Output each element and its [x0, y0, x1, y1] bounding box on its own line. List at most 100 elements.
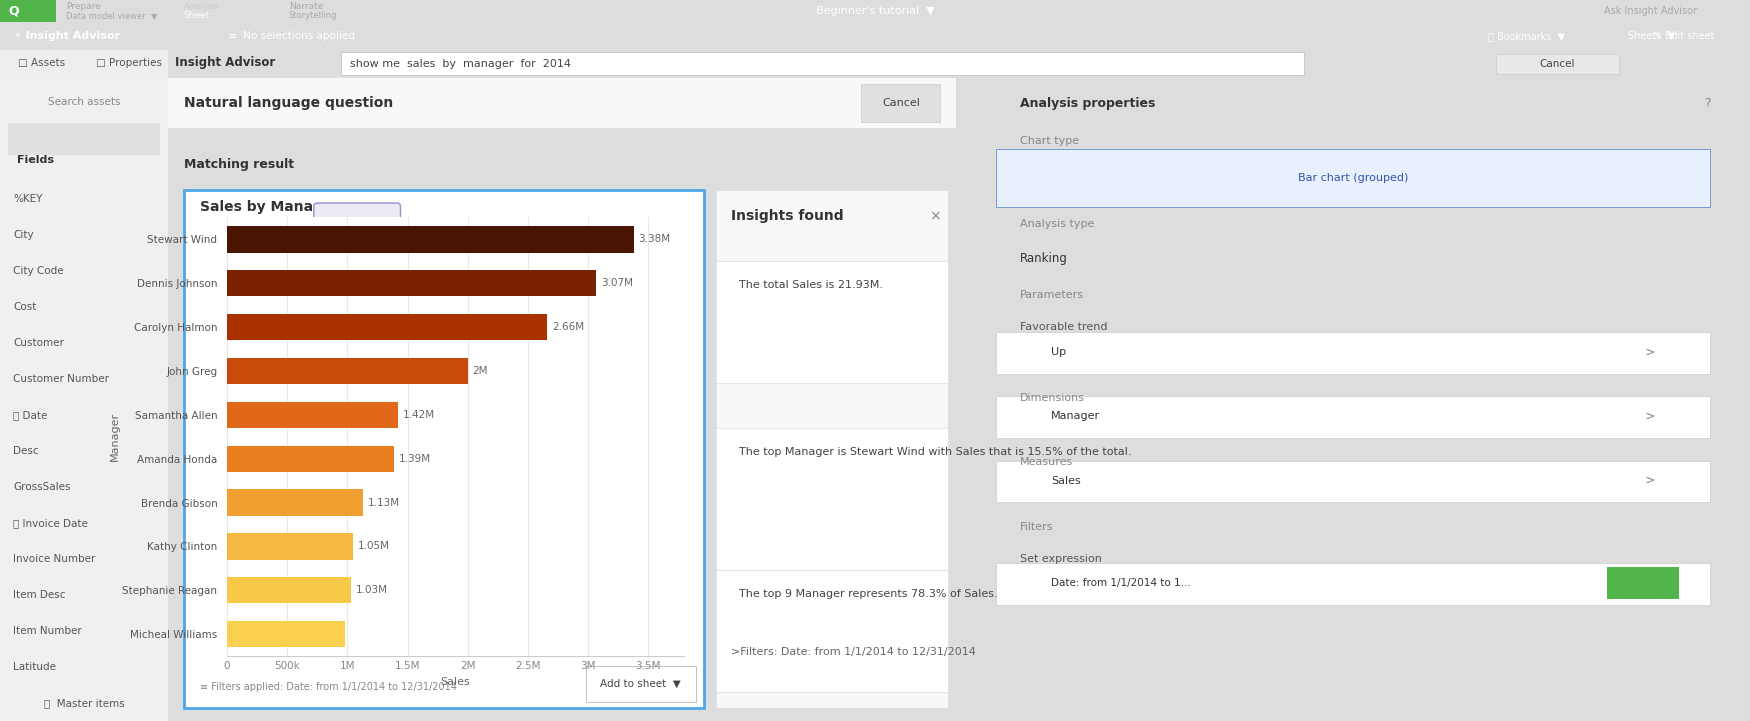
FancyBboxPatch shape	[716, 570, 949, 691]
FancyBboxPatch shape	[184, 190, 704, 708]
Text: 1.39M: 1.39M	[399, 454, 430, 464]
Text: Invoice Number: Invoice Number	[14, 554, 96, 564]
Text: 🔗  Master items: 🔗 Master items	[44, 698, 124, 708]
Bar	[1606, 567, 1678, 599]
Text: >: >	[1645, 474, 1656, 487]
Text: Item Desc: Item Desc	[14, 590, 66, 600]
Text: □ Assets: □ Assets	[18, 58, 65, 68]
Text: ⚡ Insight Advisor: ⚡ Insight Advisor	[14, 31, 121, 41]
Text: 3.38M: 3.38M	[639, 234, 670, 244]
Text: Data model viewer  ▼: Data model viewer ▼	[66, 12, 158, 20]
Text: City Code: City Code	[14, 266, 65, 275]
Text: Ranking: Ranking	[336, 217, 378, 227]
Text: Item Number: Item Number	[14, 626, 82, 636]
Text: The top 9 Manager represents 78.3% of Sales.: The top 9 Manager represents 78.3% of Sa…	[738, 589, 998, 599]
Text: Insight Advisor: Insight Advisor	[175, 56, 275, 69]
Bar	[228, 577, 352, 603]
Text: Cancel: Cancel	[882, 98, 920, 108]
Text: 1.05M: 1.05M	[359, 541, 390, 552]
Text: The top Manager is Stewart Wind with Sales that is 15.5% of the total.: The top Manager is Stewart Wind with Sal…	[738, 447, 1132, 457]
Y-axis label: Manager: Manager	[110, 412, 119, 461]
Text: Date: from 1/1/2014 to 1...: Date: from 1/1/2014 to 1...	[1052, 578, 1192, 588]
Text: Sales: Sales	[1052, 476, 1082, 485]
Text: ?: ?	[1704, 97, 1710, 110]
Text: Ranking: Ranking	[1020, 252, 1068, 265]
Text: Set expression: Set expression	[1020, 554, 1101, 564]
Bar	[586, 666, 696, 702]
Bar	[1496, 53, 1619, 74]
Text: Manager: Manager	[1052, 411, 1101, 421]
Bar	[996, 332, 1710, 373]
Text: ✎ Edit sheet: ✎ Edit sheet	[1654, 31, 1715, 41]
Bar	[228, 446, 394, 472]
Text: 1.03M: 1.03M	[355, 585, 388, 596]
Bar	[0, 50, 168, 78]
Text: Fields: Fields	[18, 155, 54, 165]
Text: Ask Insight Advisor: Ask Insight Advisor	[1605, 6, 1698, 16]
Text: Customer: Customer	[14, 337, 65, 348]
Text: >Filters: Date: from 1/1/2014 to 12/31/2014: >Filters: Date: from 1/1/2014 to 12/31/2…	[732, 647, 977, 657]
Text: show me  sales  by  manager  for  2014: show me sales by manager for 2014	[350, 59, 570, 69]
Text: Customer Number: Customer Number	[14, 373, 110, 384]
Text: City: City	[14, 230, 33, 240]
Text: Cost: Cost	[14, 302, 37, 311]
Bar	[228, 314, 548, 340]
Text: The total Sales is 21.93M.: The total Sales is 21.93M.	[738, 280, 884, 290]
Text: Analysis properties: Analysis properties	[1020, 97, 1155, 110]
Bar	[228, 358, 467, 384]
Text: 1.42M: 1.42M	[402, 410, 434, 420]
Bar	[228, 402, 397, 428]
Text: Desc: Desc	[14, 446, 38, 456]
Text: Sales by Manager: Sales by Manager	[200, 200, 340, 214]
Text: Narrate: Narrate	[289, 1, 324, 11]
Bar	[996, 564, 1710, 605]
Text: Analysis type: Analysis type	[1020, 219, 1094, 229]
Text: GrossSales: GrossSales	[14, 482, 72, 492]
Bar	[228, 226, 634, 252]
Bar	[996, 461, 1710, 503]
Text: Latitude: Latitude	[14, 662, 56, 672]
Bar	[0, 0, 56, 22]
Text: 2.66M: 2.66M	[551, 322, 584, 332]
Bar	[228, 621, 345, 647]
Bar	[861, 84, 940, 122]
Text: Bar chart (grouped): Bar chart (grouped)	[1298, 172, 1409, 182]
Text: Insights found: Insights found	[732, 209, 844, 224]
Bar	[996, 149, 1710, 207]
Text: %KEY: %KEY	[14, 194, 42, 204]
FancyBboxPatch shape	[313, 203, 401, 242]
Bar	[228, 490, 362, 516]
Text: Analyze: Analyze	[184, 1, 219, 11]
Text: ×: ×	[929, 209, 940, 224]
Text: Filters: Filters	[1020, 522, 1054, 531]
Bar	[341, 52, 1304, 75]
Bar	[996, 397, 1710, 438]
Text: 📅 Invoice Date: 📅 Invoice Date	[14, 518, 88, 528]
Text: >: >	[1645, 345, 1656, 358]
Text: 🔖 Bookmarks  ▼: 🔖 Bookmarks ▼	[1488, 31, 1564, 41]
Text: Favorable trend: Favorable trend	[1020, 322, 1108, 332]
Text: Sheets  ▼: Sheets ▼	[1628, 31, 1675, 41]
Text: 3.07M: 3.07M	[602, 278, 634, 288]
Text: Chart type: Chart type	[1020, 136, 1078, 146]
FancyBboxPatch shape	[716, 428, 949, 570]
X-axis label: Sales: Sales	[441, 676, 471, 686]
Bar	[9, 123, 159, 155]
Text: Cancel: Cancel	[1540, 59, 1575, 69]
FancyBboxPatch shape	[716, 261, 949, 383]
Text: ≡  No selections applied: ≡ No selections applied	[228, 31, 355, 41]
Text: 2M: 2M	[473, 366, 488, 376]
Text: ≡ Filters applied: Date: from 1/1/2014 to 12/31/2014: ≡ Filters applied: Date: from 1/1/2014 t…	[200, 682, 457, 692]
Text: Parameters: Parameters	[1020, 290, 1083, 300]
Text: Matching result: Matching result	[184, 158, 294, 171]
Text: Prepare: Prepare	[66, 1, 102, 11]
Text: Beginner's tutorial  ▼: Beginner's tutorial ▼	[816, 6, 934, 16]
Text: 📅 Date: 📅 Date	[14, 410, 47, 420]
Bar	[228, 270, 597, 296]
Text: Add to sheet  ▼: Add to sheet ▼	[600, 678, 681, 689]
Text: Search assets: Search assets	[47, 97, 121, 107]
Text: Up: Up	[1052, 347, 1066, 357]
Text: Sheet: Sheet	[184, 12, 210, 20]
Text: Dimensions: Dimensions	[1020, 393, 1085, 403]
Text: Natural language question: Natural language question	[184, 96, 394, 110]
